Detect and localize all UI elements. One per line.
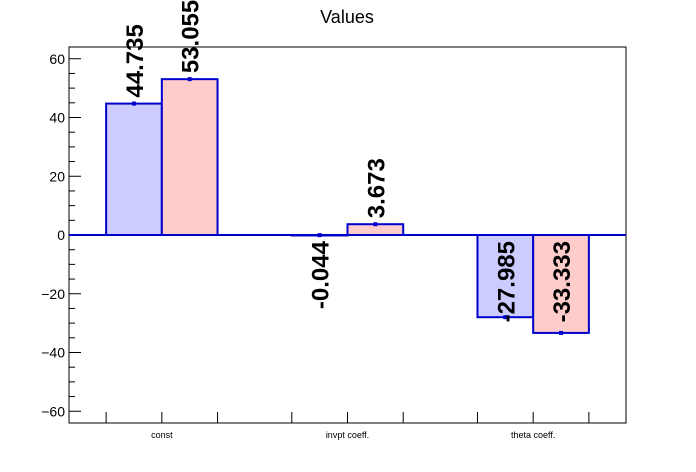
value-labels: 44.735 -0.044 -27.985 53.055 3.673 -33.333: [122, 0, 576, 322]
value-label: -33.333: [549, 241, 576, 322]
value-label: -27.985: [493, 241, 520, 322]
category-label: invpt coeff.: [326, 430, 369, 440]
bars: [105, 77, 590, 335]
value-label: 44.735: [122, 24, 149, 97]
value-label: 53.055: [178, 0, 205, 73]
value-label: -0.044: [308, 240, 335, 309]
bar-error-marker: [187, 77, 192, 82]
category-label: theta coeff.: [511, 430, 555, 440]
y-tick-label: 60: [49, 51, 65, 67]
bar: [105, 102, 163, 236]
y-tick-label: 0: [57, 227, 65, 243]
bar-error-marker: [503, 315, 508, 320]
y-tick-label: −20: [41, 286, 65, 302]
bar-error-marker: [131, 101, 136, 106]
y-tick-label: −60: [41, 403, 65, 419]
value-label: 3.673: [363, 158, 390, 218]
y-axis: −60 −40 −20 0 20 40 60: [41, 51, 81, 419]
x-axis: const invpt coeff. theta coeff.: [105, 412, 590, 440]
bar: [532, 234, 590, 334]
bar: [160, 78, 219, 236]
y-tick-label: −40: [41, 345, 65, 361]
chart-title: Values: [320, 7, 374, 27]
y-tick-label: 40: [49, 110, 65, 126]
bar-error-marker: [373, 222, 378, 227]
bar-error-marker: [559, 330, 564, 335]
category-label: const: [151, 430, 173, 440]
y-tick-label: 20: [49, 168, 65, 184]
